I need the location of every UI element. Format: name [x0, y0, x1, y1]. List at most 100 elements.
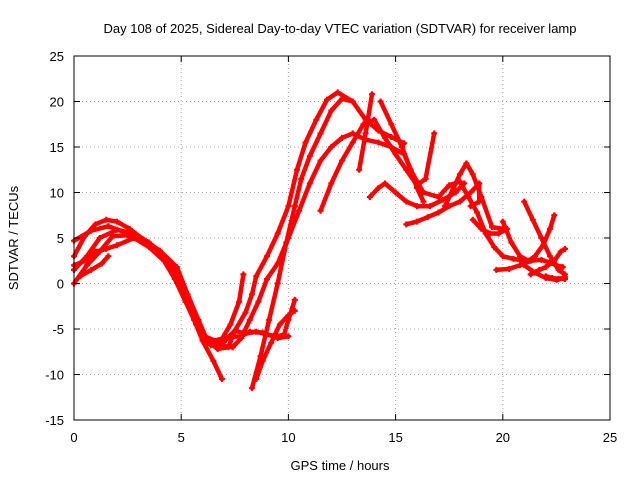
data-point — [493, 266, 500, 273]
x-tick-label: 10 — [281, 430, 295, 445]
data-point — [546, 225, 553, 232]
data-point — [542, 264, 549, 271]
data-point — [83, 262, 90, 269]
data-point — [375, 184, 382, 191]
data-point — [339, 157, 345, 164]
series-arc-11 — [356, 91, 376, 173]
data-point — [81, 233, 88, 240]
data-point — [266, 316, 273, 323]
data-point — [248, 385, 255, 392]
data-point — [317, 157, 324, 164]
data-point — [88, 266, 95, 273]
data-point — [328, 107, 335, 114]
data-point — [508, 239, 515, 246]
x-tick-label: 15 — [388, 430, 402, 445]
data-point — [478, 194, 485, 201]
x-axis-label: GPS time / hours — [291, 458, 390, 473]
y-tick-label: 25 — [50, 49, 64, 64]
series-arc-21 — [527, 245, 568, 278]
data-point — [407, 166, 414, 173]
data-point — [339, 134, 345, 141]
data-point — [317, 207, 324, 214]
data-point — [495, 230, 502, 237]
series-line — [442, 161, 506, 232]
data-point — [371, 116, 378, 123]
y-tick-label: -15 — [45, 413, 64, 428]
data-point — [559, 264, 566, 271]
data-point — [516, 253, 523, 260]
data-point — [291, 296, 298, 303]
data-point — [306, 153, 313, 160]
x-tick-label: 0 — [70, 430, 77, 445]
data-point — [456, 171, 463, 178]
data-point — [291, 307, 298, 314]
data-point — [210, 357, 217, 364]
data-point — [92, 221, 99, 228]
data-point — [285, 312, 292, 319]
data-point — [302, 139, 309, 146]
data-point — [285, 333, 292, 340]
data-point — [339, 95, 345, 102]
data-point — [561, 245, 568, 252]
data-point — [306, 180, 313, 187]
data-point — [381, 180, 388, 187]
data-point — [463, 160, 470, 167]
series-arc-7 — [201, 271, 247, 346]
data-point — [298, 175, 305, 182]
series-arc-12 — [377, 98, 427, 205]
x-tick-label: 20 — [496, 430, 510, 445]
data-point — [506, 265, 513, 272]
data-point — [96, 235, 103, 241]
series-line — [500, 213, 557, 264]
data-point — [193, 321, 200, 328]
data-point — [328, 144, 335, 150]
data-point — [469, 216, 476, 223]
x-tick-label: 5 — [178, 430, 185, 445]
data-point — [536, 266, 543, 273]
data-point — [474, 209, 481, 216]
data-point — [253, 273, 260, 280]
data-point — [456, 198, 463, 205]
data-point — [328, 180, 335, 187]
data-point — [77, 273, 84, 280]
data-point — [521, 198, 528, 205]
data-point — [531, 253, 538, 260]
data-point — [263, 253, 270, 260]
data-point — [276, 321, 283, 328]
data-point — [420, 198, 427, 205]
data-point — [246, 328, 253, 335]
data-point — [323, 96, 330, 103]
data-point — [173, 264, 180, 271]
data-point — [521, 262, 528, 269]
series-line — [78, 253, 111, 279]
data-point — [161, 257, 168, 264]
data-point — [538, 256, 545, 263]
series-arc-18 — [499, 212, 558, 264]
data-point — [218, 376, 225, 383]
series-arc-15 — [441, 160, 506, 232]
data-point — [403, 198, 410, 205]
data-point — [131, 235, 138, 241]
data-point — [469, 171, 476, 178]
series-line — [543, 273, 568, 282]
y-axis-label: SDTVAR / TECUs — [6, 185, 21, 290]
data-point — [435, 194, 442, 201]
series-arc-6 — [77, 253, 112, 280]
data-point — [113, 218, 120, 225]
data-point — [426, 203, 433, 210]
data-point — [246, 316, 253, 323]
x-tick-label: 25 — [603, 430, 617, 445]
data-point — [259, 357, 266, 364]
chart-title: Day 108 of 2025, Sidereal Day-to-day VTE… — [103, 21, 576, 36]
y-tick-label: -5 — [52, 322, 64, 337]
data-point — [293, 166, 300, 173]
series-arc-22 — [542, 273, 568, 282]
data-point — [349, 98, 356, 105]
data-point — [313, 116, 320, 123]
data-point — [366, 194, 373, 201]
y-tick-label: 0 — [57, 277, 64, 292]
data-point — [414, 203, 421, 210]
series-arc-20 — [521, 198, 568, 278]
data-point — [439, 196, 446, 203]
